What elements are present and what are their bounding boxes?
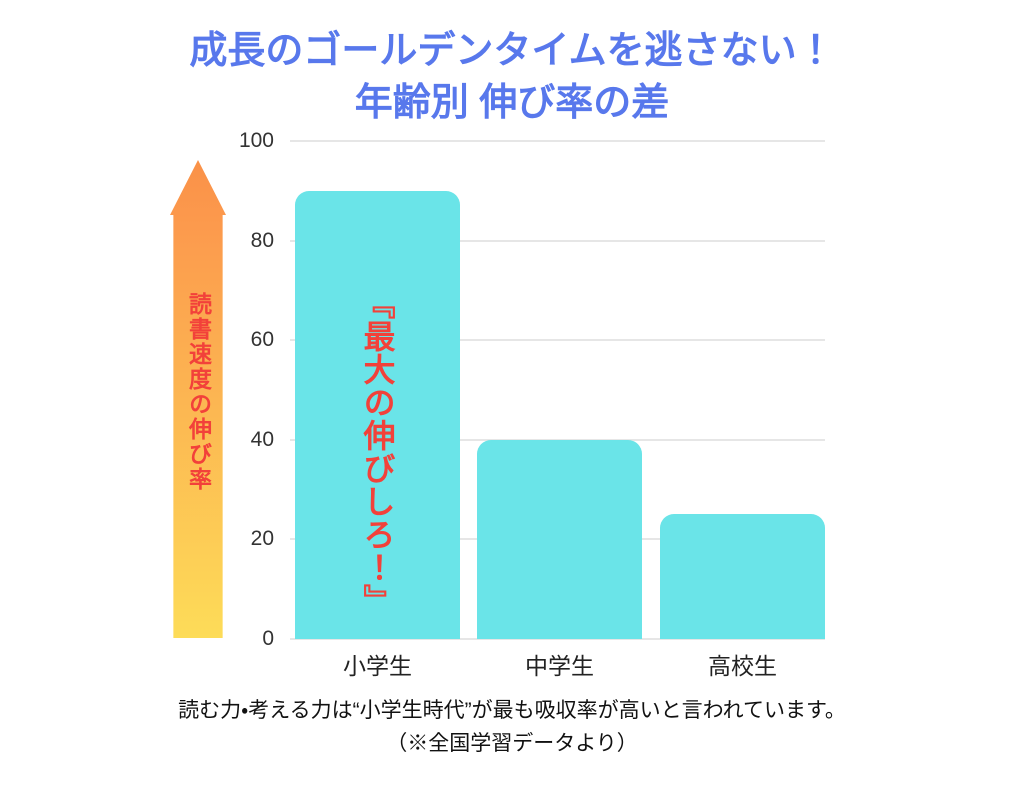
up-arrow-icon: [170, 160, 226, 638]
bar: [660, 514, 825, 639]
y-axis-tick: 0: [262, 627, 274, 650]
y-axis-tick: 40: [250, 427, 274, 451]
caption-line-2: （※全国学習データより）: [386, 731, 638, 755]
gridline: [290, 638, 825, 640]
y-axis-label: 読書速度の伸び率: [185, 292, 212, 492]
y-axis-tick: 80: [250, 228, 274, 252]
y-axis-tick: 100: [238, 129, 274, 152]
growth-arrow: 読書速度の伸び率: [170, 160, 226, 638]
caption-line-1: 読む力・考える力は“小学生時代”が最も吸収率が高いと言われています。: [178, 699, 846, 722]
bar: [295, 191, 460, 639]
gridline: [290, 140, 825, 142]
page-title: 成長のゴールデンタイムを逃さない！ 年齢別 伸び率の差: [0, 26, 1024, 129]
bar-chart: 0 20 40 60 80 100 小学生 中学生 高校生 『最大の伸びしろ！』: [239, 129, 825, 679]
y-axis-tick: 60: [250, 328, 274, 352]
caption: 読む力・考える力は“小学生時代”が最も吸収率が高いと言われています。 （※全国学…: [0, 695, 1024, 760]
y-axis-tick: 20: [250, 527, 274, 551]
bar: [477, 440, 642, 639]
gridline: [290, 438, 825, 441]
x-axis-label: 高校生: [708, 653, 777, 679]
title-line-2: 年齢別 伸び率の差: [354, 81, 670, 124]
x-axis-label: 中学生: [525, 653, 594, 679]
gridline: [290, 239, 825, 242]
gridline: [290, 339, 825, 342]
title-line-1: 成長のゴールデンタイムを逃さない！: [189, 30, 835, 72]
x-axis-label: 小学生: [343, 653, 412, 679]
